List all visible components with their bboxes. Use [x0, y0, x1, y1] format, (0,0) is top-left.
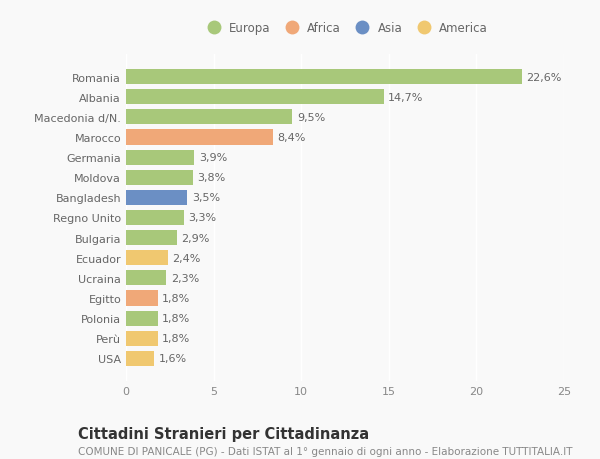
Legend: Europa, Africa, Asia, America: Europa, Africa, Asia, America: [202, 22, 488, 35]
Bar: [126, 311, 158, 326]
Text: 2,3%: 2,3%: [170, 273, 199, 283]
Text: 1,8%: 1,8%: [162, 334, 190, 343]
Bar: [126, 190, 187, 206]
Text: 3,5%: 3,5%: [192, 193, 220, 203]
Bar: [126, 130, 273, 145]
Text: COMUNE DI PANICALE (PG) - Dati ISTAT al 1° gennaio di ogni anno - Elaborazione T: COMUNE DI PANICALE (PG) - Dati ISTAT al …: [78, 446, 572, 456]
Bar: [126, 331, 158, 346]
Text: 22,6%: 22,6%: [526, 73, 562, 83]
Text: 2,9%: 2,9%: [181, 233, 209, 243]
Text: 3,9%: 3,9%: [199, 153, 227, 163]
Text: 1,6%: 1,6%: [158, 353, 187, 364]
Text: Cittadini Stranieri per Cittadinanza: Cittadini Stranieri per Cittadinanza: [78, 426, 369, 441]
Bar: [126, 170, 193, 185]
Bar: [126, 90, 383, 105]
Text: 1,8%: 1,8%: [162, 313, 190, 324]
Text: 2,4%: 2,4%: [172, 253, 201, 263]
Bar: [126, 211, 184, 225]
Bar: [126, 271, 166, 286]
Bar: [126, 351, 154, 366]
Text: 9,5%: 9,5%: [297, 112, 325, 123]
Bar: [126, 150, 194, 165]
Bar: [126, 110, 292, 125]
Text: 3,3%: 3,3%: [188, 213, 217, 223]
Bar: [126, 70, 522, 85]
Bar: [126, 230, 177, 246]
Bar: [126, 251, 168, 266]
Text: 8,4%: 8,4%: [278, 133, 306, 143]
Text: 1,8%: 1,8%: [162, 293, 190, 303]
Bar: [126, 291, 158, 306]
Text: 14,7%: 14,7%: [388, 93, 423, 102]
Text: 3,8%: 3,8%: [197, 173, 225, 183]
